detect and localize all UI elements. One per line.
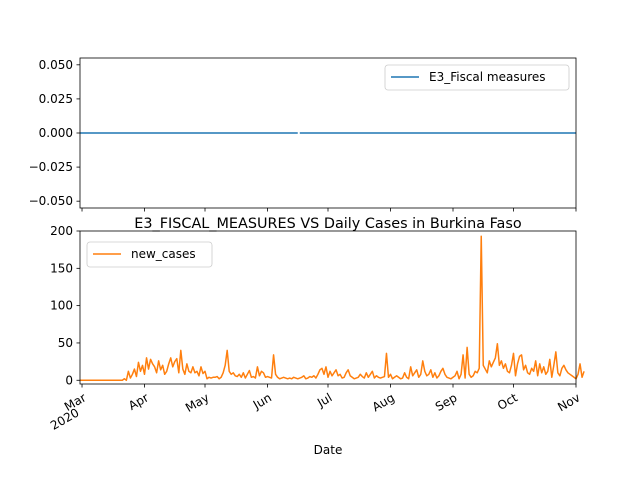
bottom-y-tick-label: 200 [50,224,73,238]
top-x-ticks [81,208,577,212]
bottom-y-tick-label: 150 [50,261,73,275]
bottom-axes: E3_FISCAL_MEASURES VS Daily Cases in Bur… [48,216,585,457]
top-legend-label: E3_Fiscal measures [429,70,546,84]
bottom-legend: new_cases [86,241,213,268]
top-y-tick-label: 0.025 [39,92,73,106]
top-y-tick-label: −0.050 [29,194,73,208]
bottom-y-tick-label: 100 [50,299,73,313]
top-y-ticks: −0.050 −0.025 0.000 0.025 0.050 [29,58,80,208]
bottom-y-tick-label: 50 [58,336,73,350]
bottom-legend-label: new_cases [131,247,196,261]
top-legend: E3_Fiscal measures [384,64,570,91]
top-y-tick-label: −0.025 [29,160,73,174]
new-cases-series [80,235,585,382]
top-axes: −0.050 −0.025 0.000 0.025 0.050 E3_Fiscal me… [29,57,577,212]
chart-title: E3_FISCAL_MEASURES VS Daily Cases in Bur… [134,216,522,232]
top-legend-box [384,64,570,91]
bottom-y-tick-label: 0 [65,373,73,387]
x-axis-label: Date [314,443,343,457]
top-y-tick-label: 0.050 [39,58,73,72]
top-y-tick-label: 0.000 [39,126,73,140]
new-cases-line [80,235,585,382]
bottom-legend-box [86,241,213,268]
bottom-y-ticks: 0 50 100 150 200 [50,224,80,387]
bottom-x-tick-label: Jul [314,390,334,410]
